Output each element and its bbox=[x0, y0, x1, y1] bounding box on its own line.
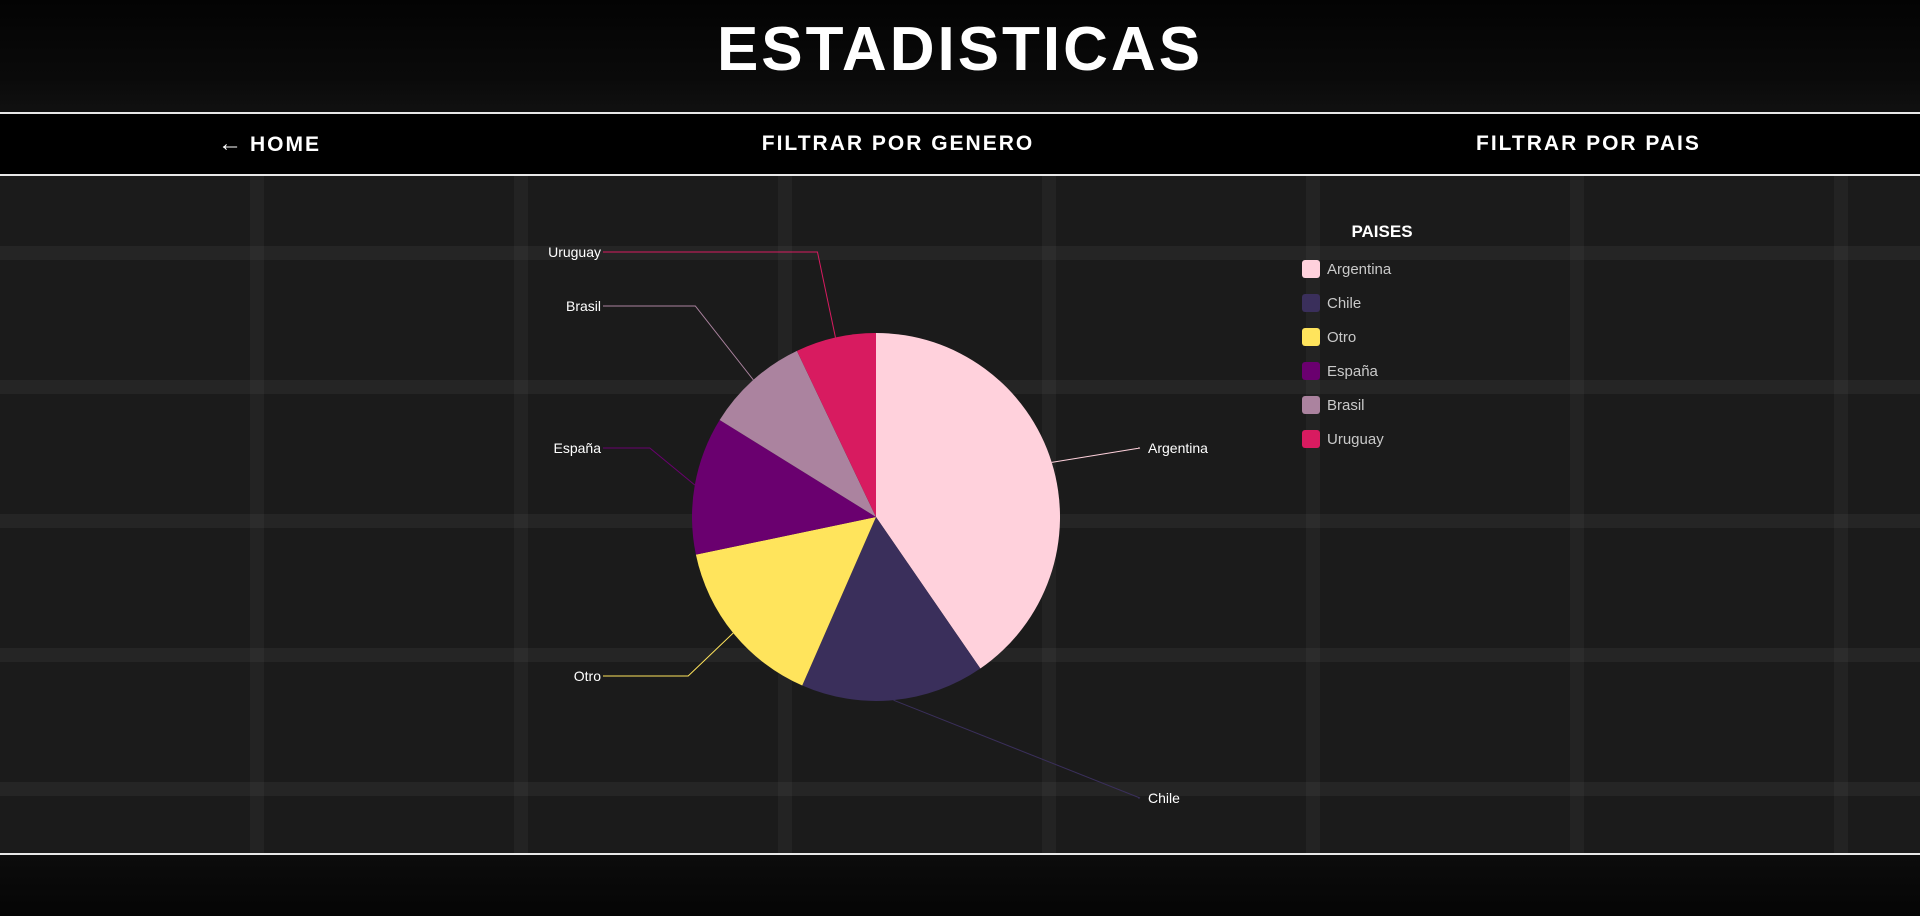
pie-slice-otro[interactable] bbox=[695, 517, 876, 686]
legend-label: Otro bbox=[1327, 328, 1357, 346]
slice-label-brasil: Brasil bbox=[566, 298, 601, 314]
chart-legend: PAISES Argentina Chile Otro España Brasi… bbox=[1302, 222, 1462, 456]
slice-labels: Argentina Chile Otro España Brasil Uruguay bbox=[548, 244, 1208, 806]
filter-by-country-link[interactable]: FILTRAR POR PAIS bbox=[1476, 132, 1701, 155]
legend-label: España bbox=[1327, 362, 1378, 380]
leader-line-otro bbox=[603, 632, 734, 677]
leader-line-uruguay bbox=[603, 251, 836, 338]
legend-label: Argentina bbox=[1327, 260, 1392, 278]
legend-item-espana[interactable]: España bbox=[1302, 354, 1462, 388]
leader-lines bbox=[603, 251, 1141, 799]
pie-slice-chile[interactable] bbox=[802, 517, 981, 701]
slice-label-espana: España bbox=[554, 440, 602, 456]
back-arrow-icon: ← bbox=[218, 130, 244, 157]
legend-swatch bbox=[1302, 260, 1320, 278]
legend-item-uruguay[interactable]: Uruguay bbox=[1302, 422, 1462, 456]
legend-label: Brasil bbox=[1327, 396, 1365, 414]
pie-chart: Argentina Chile Otro España Brasil Uruguay bbox=[548, 244, 1208, 806]
pie-slice-uruguay[interactable] bbox=[796, 333, 876, 517]
page-title: ESTADISTICAS bbox=[716, 15, 1204, 84]
pie-slice-brasil[interactable] bbox=[719, 350, 876, 517]
leader-line-espana bbox=[603, 447, 696, 486]
legend-swatch bbox=[1302, 328, 1320, 346]
leader-line-chile bbox=[893, 699, 1141, 799]
leader-line-brasil bbox=[603, 305, 754, 381]
home-link-label: HOME bbox=[250, 133, 321, 156]
slice-label-chile: Chile bbox=[1148, 790, 1180, 806]
chart-area: Argentina Chile Otro España Brasil Uruguay PA… bbox=[0, 176, 1920, 854]
slice-label-argentina: Argentina bbox=[1148, 440, 1208, 456]
legend-swatch bbox=[1302, 362, 1320, 380]
header-band bbox=[0, 0, 1920, 112]
legend-item-chile[interactable]: Chile bbox=[1302, 286, 1462, 320]
legend-label: Uruguay bbox=[1327, 430, 1384, 448]
slice-label-otro: Otro bbox=[574, 668, 601, 684]
pie-slices bbox=[692, 333, 1061, 701]
slice-label-uruguay: Uruguay bbox=[548, 244, 601, 260]
legend-item-otro[interactable]: Otro bbox=[1302, 320, 1462, 354]
leader-line-argentina bbox=[1051, 447, 1141, 463]
footer-divider bbox=[0, 853, 1920, 855]
legend-label: Chile bbox=[1327, 294, 1362, 312]
legend-swatch bbox=[1302, 294, 1320, 312]
legend-item-argentina[interactable]: Argentina bbox=[1302, 252, 1462, 286]
legend-item-brasil[interactable]: Brasil bbox=[1302, 388, 1462, 422]
legend-title: PAISES bbox=[1351, 222, 1413, 241]
footer-band bbox=[0, 855, 1920, 916]
legend-swatch bbox=[1302, 396, 1320, 414]
filter-by-genre-link[interactable]: FILTRAR POR GENERO bbox=[761, 132, 1035, 155]
nav-bar: ← HOME FILTRAR POR GENERO FILTRAR POR PAI… bbox=[0, 112, 1920, 176]
pie-slice-espana[interactable] bbox=[692, 419, 876, 555]
home-link[interactable]: ← HOME bbox=[218, 114, 321, 174]
legend-swatch bbox=[1302, 430, 1320, 448]
pie-slice-argentina[interactable] bbox=[876, 333, 1061, 669]
